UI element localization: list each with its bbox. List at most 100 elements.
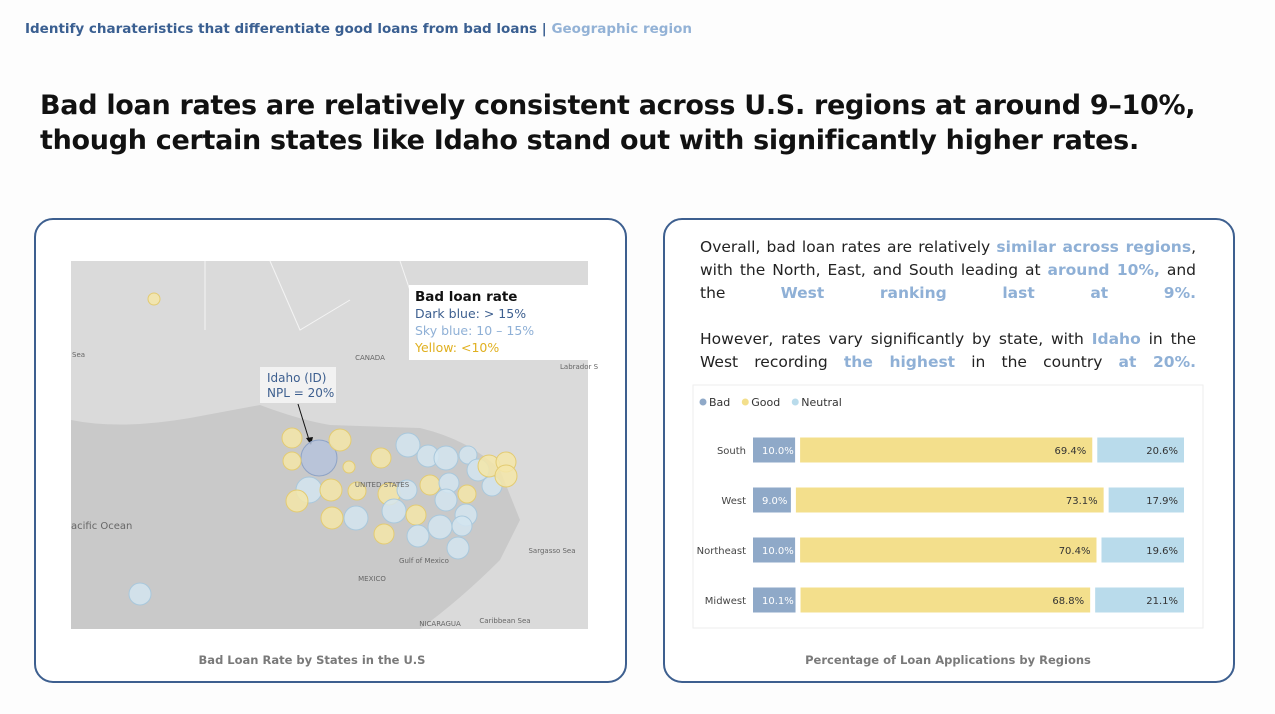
highlight-text: around 10%, (1047, 261, 1160, 279)
category-label: South (717, 446, 746, 457)
map-legend-item: Dark blue: > 15% (415, 306, 526, 321)
body-text: , with the North, East, and South leadin… (700, 238, 1196, 279)
state-bubble (147, 292, 161, 306)
state-bubble (128, 582, 152, 606)
bar-segment (1108, 487, 1184, 513)
state-bubble (396, 479, 418, 501)
state-bubble (381, 498, 407, 524)
bar-segment (753, 487, 791, 513)
value-label: 68.8% (1052, 596, 1084, 607)
state-bubble (434, 488, 458, 512)
map-borders (204, 260, 521, 341)
legend-label: Neutral (801, 396, 842, 409)
state-bubble (373, 523, 395, 545)
map-legend-item: Yellow: <10% (414, 340, 499, 355)
state-bubble (457, 484, 477, 504)
state-bubble (405, 504, 427, 526)
state-bubble (419, 474, 441, 496)
highlight-text: similar across regions (996, 238, 1192, 256)
state-bubble (328, 428, 352, 452)
value-label: 19.6% (1146, 546, 1178, 557)
category-label: Northeast (697, 546, 746, 557)
state-bubble (451, 515, 473, 537)
highlight-text: Idaho (1091, 330, 1141, 348)
map-label: Gulf of Mexico (399, 557, 449, 565)
state-bubble (395, 432, 421, 458)
body-text: and the (700, 261, 1196, 302)
legend-dot (791, 398, 799, 406)
map-label: NICARAGUA (419, 620, 461, 628)
map-legend-box (409, 285, 588, 360)
paragraph: However, rates vary significantly by sta… (700, 328, 1196, 374)
bar-segment (800, 587, 1091, 613)
bar-segment (1097, 437, 1184, 463)
state-bubble (347, 481, 367, 501)
headline: Bad loan rates are relatively consistent… (40, 88, 1196, 158)
map-label: Sea (72, 351, 85, 359)
state-bubble (319, 478, 343, 502)
breadcrumb-separator: | (541, 21, 547, 37)
breadcrumb-section: Geographic region (551, 21, 692, 37)
bar-segment (800, 537, 1097, 563)
bar-segment (1101, 537, 1184, 563)
state-bubble (342, 460, 356, 474)
highlight-text: the highest (843, 353, 956, 371)
state-bubble (343, 505, 369, 531)
value-label: 73.1% (1066, 496, 1098, 507)
map-land (71, 405, 520, 629)
state-bubble (433, 445, 459, 471)
value-label: 9.0% (762, 496, 787, 507)
body-text: Overall, bad loan rates are relatively (700, 238, 997, 256)
annotation-box (260, 367, 336, 403)
headline-line: though certain states like Idaho stand o… (40, 125, 1139, 156)
state-bubble (427, 514, 453, 540)
bar-segment (753, 587, 796, 613)
map-legend-item: Sky blue: 10 – 15% (415, 323, 534, 338)
map-legend-title: Bad loan rate (415, 289, 517, 305)
map-label: Caribbean Sea (479, 617, 530, 625)
map-label: Sargasso Sea (528, 547, 575, 555)
value-label: 69.4% (1054, 446, 1086, 457)
bar-segment (800, 437, 1093, 463)
state-bubble (281, 427, 303, 449)
map-label: UNITED STATES (355, 481, 410, 489)
value-label: 10.0% (762, 546, 794, 557)
value-label: 10.1% (762, 596, 794, 607)
value-label: 70.4% (1059, 546, 1091, 557)
value-label: 20.6% (1146, 446, 1178, 457)
annotation-text: NPL = 20% (267, 386, 334, 400)
body-text: in the West recording (700, 330, 1197, 371)
map-label: CANADA (355, 354, 385, 362)
legend-dot (741, 398, 749, 406)
legend-dot (699, 398, 707, 406)
value-label: 21.1% (1146, 596, 1178, 607)
bar-segment (1095, 587, 1184, 613)
state-bubble (320, 506, 344, 530)
annotation-text: Idaho (ID) (267, 371, 326, 385)
paragraph: Overall, bad loan rates are relatively s… (700, 236, 1196, 305)
state-bubble (494, 464, 518, 488)
annotation-arrow (297, 403, 311, 444)
map-label: Labrador S (560, 363, 599, 371)
category-label: Midwest (705, 596, 746, 607)
state-bubble (370, 447, 392, 469)
legend-label: Bad (709, 396, 730, 409)
map-label: acific Ocean (71, 521, 132, 532)
legend-label: Good (751, 396, 780, 409)
value-label: 10.0% (762, 446, 794, 457)
breadcrumb: Identify charateristics that differentia… (25, 21, 692, 37)
caption: Bad Loan Rate by States in the U.S (199, 653, 426, 667)
caption: Percentage of Loan Applications by Regio… (805, 653, 1091, 667)
breadcrumb-text: Identify charateristics that differentia… (25, 21, 538, 37)
bar-segment (753, 437, 796, 463)
highlight-text: West ranking last at 9%. (780, 284, 1196, 302)
bar-segment (795, 487, 1104, 513)
body-text: in the country (955, 353, 1119, 371)
headline-line: Bad loan rates are relatively consistent… (40, 90, 1196, 121)
body-text: However, rates vary significantly by sta… (700, 330, 1092, 348)
state-bubble (458, 445, 478, 465)
state-bubble (446, 536, 470, 560)
highlight-text: at 20%. (1118, 353, 1196, 371)
